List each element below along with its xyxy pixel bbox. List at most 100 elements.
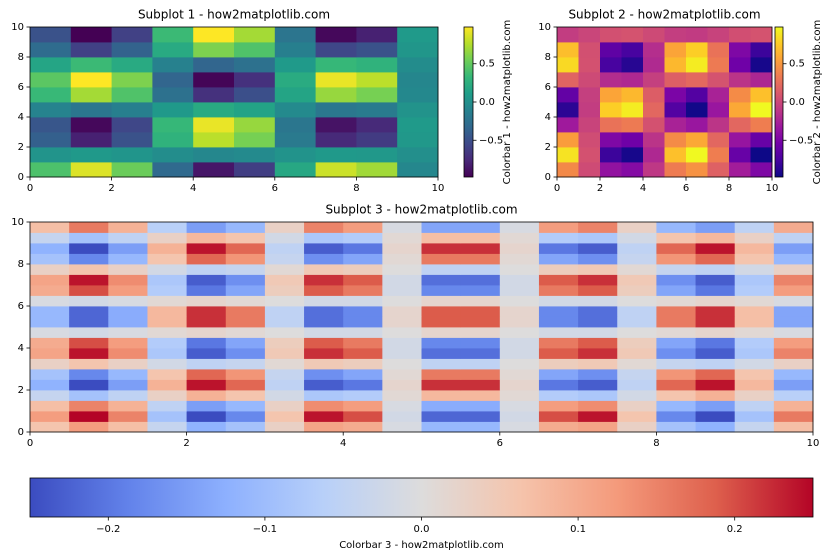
x-tick-label: 2 bbox=[597, 183, 603, 194]
heatmap-cell bbox=[421, 274, 462, 286]
heatmap-cell bbox=[460, 421, 501, 433]
heatmap-cell bbox=[617, 400, 657, 412]
heatmap-cell bbox=[621, 117, 644, 133]
heatmap-cell bbox=[773, 253, 814, 265]
heatmap-cell bbox=[538, 327, 579, 338]
heatmap-cell bbox=[773, 369, 814, 380]
heatmap-cell bbox=[656, 274, 696, 286]
heatmap-cell bbox=[421, 411, 462, 422]
heatmap-cell bbox=[304, 421, 344, 433]
heatmap-cell bbox=[734, 253, 775, 265]
heatmap-cell bbox=[382, 421, 422, 433]
x-tick-label: 4 bbox=[190, 183, 196, 194]
heatmap-cell bbox=[499, 285, 540, 296]
colorbar-label: Colorbar 2 - how2matplotlib.com bbox=[812, 20, 823, 185]
heatmap-cell bbox=[69, 243, 109, 254]
heatmap-cell bbox=[557, 27, 579, 43]
heatmap-cell bbox=[264, 421, 305, 433]
heatmap-cell bbox=[264, 327, 305, 338]
y-tick-label: 6 bbox=[18, 301, 24, 312]
heatmap-cell bbox=[538, 411, 579, 422]
heatmap-cell bbox=[695, 274, 736, 286]
heatmap-cell bbox=[617, 285, 657, 296]
x-tick-label: 6 bbox=[683, 183, 689, 194]
heatmap-cell bbox=[695, 421, 736, 433]
heatmap-cell bbox=[557, 72, 579, 88]
heatmap-cell bbox=[499, 253, 540, 265]
heatmap-cell bbox=[578, 421, 618, 433]
heatmap-cell bbox=[499, 379, 540, 391]
heatmap-cell bbox=[695, 306, 736, 317]
heatmap-cell bbox=[108, 285, 148, 296]
heatmap-cell bbox=[499, 411, 540, 422]
heatmap-cell bbox=[111, 102, 153, 118]
heatmap-cell bbox=[773, 348, 814, 359]
heatmap-cell bbox=[421, 358, 462, 370]
heatmap-cell bbox=[225, 421, 266, 433]
heatmap-cell bbox=[773, 264, 814, 275]
heatmap-cell bbox=[656, 390, 696, 401]
heatmap-cell bbox=[538, 379, 579, 391]
heatmap-cell bbox=[147, 243, 187, 254]
heatmap-cell bbox=[30, 232, 70, 244]
heatmap-cell bbox=[111, 57, 153, 73]
heatmap-cell bbox=[30, 316, 70, 328]
heatmap-cell bbox=[315, 162, 357, 178]
heatmap-cell bbox=[356, 87, 398, 103]
heatmap-cell bbox=[108, 232, 148, 244]
heatmap-cell bbox=[304, 222, 344, 233]
heatmap-cell bbox=[193, 102, 235, 118]
heatmap-cell bbox=[773, 222, 814, 233]
heatmap-cell bbox=[264, 390, 305, 401]
heatmap-cell bbox=[578, 274, 618, 286]
heatmap-cell bbox=[734, 358, 775, 370]
heatmap-cell bbox=[734, 379, 775, 391]
heatmap-cell bbox=[773, 232, 814, 244]
heatmap-cell bbox=[750, 102, 773, 118]
heatmap-cell bbox=[147, 358, 187, 370]
heatmap-cell bbox=[225, 316, 266, 328]
heatmap-cell bbox=[186, 316, 227, 328]
heatmap-cell bbox=[695, 400, 736, 412]
heatmap-cell bbox=[695, 264, 736, 275]
heatmap-cell bbox=[397, 117, 439, 133]
heatmap-cell bbox=[695, 316, 736, 328]
heatmap-cell bbox=[382, 358, 422, 370]
heatmap-cell bbox=[643, 132, 665, 148]
heatmap-cell bbox=[499, 222, 540, 233]
heatmap-cell bbox=[234, 102, 276, 118]
heatmap-cell bbox=[225, 232, 266, 244]
heatmap-cell bbox=[315, 132, 357, 148]
heatmap-cell bbox=[578, 87, 601, 103]
heatmap-cell bbox=[186, 400, 227, 412]
heatmap-cell bbox=[69, 306, 109, 317]
heatmap-cell bbox=[343, 285, 383, 296]
heatmap-cell bbox=[343, 306, 383, 317]
heatmap-cell bbox=[108, 264, 148, 275]
heatmap-cell bbox=[152, 132, 194, 148]
heatmap-cell bbox=[643, 27, 665, 43]
heatmap-cell bbox=[304, 295, 344, 307]
heatmap-cell bbox=[152, 72, 194, 88]
heatmap-cell bbox=[225, 400, 266, 412]
heatmap-cell bbox=[643, 147, 665, 163]
heatmap-cell bbox=[538, 316, 579, 328]
heatmap-cell bbox=[193, 72, 235, 88]
heatmap-cell bbox=[304, 358, 344, 370]
heatmap-cell bbox=[686, 57, 708, 73]
heatmap-cell bbox=[69, 327, 109, 338]
heatmap-cell bbox=[729, 57, 751, 73]
heatmap-cell bbox=[578, 379, 618, 391]
heatmap-cell bbox=[499, 358, 540, 370]
heatmap-cell bbox=[343, 253, 383, 265]
heatmap-cell bbox=[343, 379, 383, 391]
heatmap-cell bbox=[147, 264, 187, 275]
heatmap-cell bbox=[274, 87, 316, 103]
heatmap-cell bbox=[30, 306, 70, 317]
heatmap-cell bbox=[70, 102, 112, 118]
heatmap-cell bbox=[304, 306, 344, 317]
heatmap-cell bbox=[152, 27, 194, 43]
heatmap-cell bbox=[499, 264, 540, 275]
heatmap-cell bbox=[656, 369, 696, 380]
heatmap-cell bbox=[343, 243, 383, 254]
